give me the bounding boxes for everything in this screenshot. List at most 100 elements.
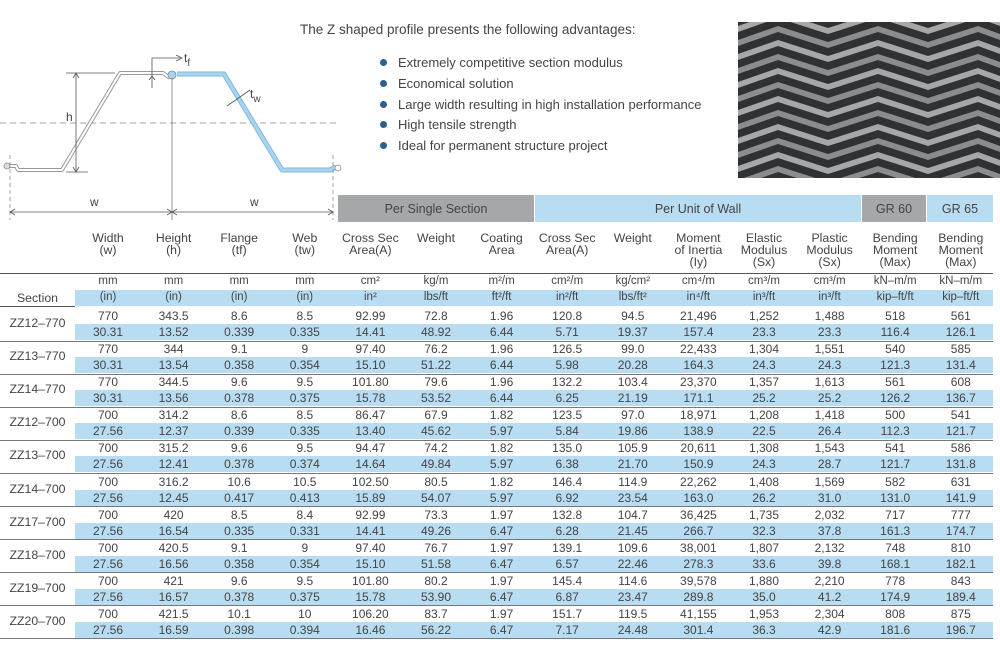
cell-imperial: 0.354 — [289, 358, 320, 373]
cell-imperial: 0.358 — [224, 358, 255, 373]
row-stripe — [75, 324, 993, 340]
cell-imperial: 174.7 — [945, 523, 976, 538]
cell-imperial: 164.3 — [683, 358, 714, 373]
tw-label: t — [250, 87, 254, 101]
column-header: Coating Area — [469, 232, 535, 256]
unit-imperial: kip–ft/ft — [942, 291, 980, 303]
cell-imperial: 16.56 — [158, 556, 189, 571]
cell-metric: 717 — [885, 507, 906, 522]
unit-imperial: (in) — [230, 291, 248, 303]
column-header-line: Plastic — [811, 231, 848, 245]
column-header: Bending Moment (Max) — [862, 232, 928, 268]
unit-imperial: in⁴/ft — [686, 291, 711, 303]
unit-metric: mm — [98, 275, 118, 287]
cell-metric: 114.9 — [618, 474, 648, 489]
cell-imperial: 131.4 — [945, 358, 976, 373]
cell-imperial: 6.57 — [555, 556, 579, 571]
cell-metric: 18,971 — [680, 408, 717, 423]
column-header-line: Weight — [416, 231, 456, 245]
advantage-text: Ideal for permanent structure project — [398, 138, 608, 153]
advantage-item: Large width resulting in high installati… — [380, 97, 702, 112]
cell-metric: 8.4 — [296, 507, 314, 522]
column-header: Web (tw) — [272, 232, 338, 256]
column-header-line: (Max) — [879, 255, 911, 269]
cell-metric: 518 — [885, 309, 906, 323]
cell-imperial: 14.64 — [355, 457, 386, 472]
column-header: Plastic Modulus (Sx) — [797, 232, 863, 268]
cell-metric: 582 — [885, 474, 906, 489]
cell-metric: 151.7 — [552, 606, 583, 621]
cell-imperial: 54.07 — [420, 490, 452, 505]
group-per-single-section: Per Single Section — [338, 195, 534, 222]
cell-metric: 1.96 — [489, 342, 514, 357]
cell-metric: 97.40 — [355, 342, 386, 357]
cell-imperial: 21.45 — [617, 523, 648, 538]
group-gr60: GR 60 — [862, 195, 926, 222]
column-header-line: (Sx) — [752, 255, 776, 269]
sheet-pile-strip — [738, 110, 1000, 132]
cell-imperial: 13.40 — [355, 424, 386, 439]
cell-metric: 1,807 — [748, 540, 780, 555]
cell-metric: 875 — [950, 606, 971, 621]
cell-imperial: 6.44 — [489, 391, 514, 406]
cell-metric: 778 — [885, 573, 906, 588]
column-header-line: (Sx) — [818, 255, 841, 269]
cell-imperial: 51.58 — [420, 556, 452, 571]
column-header-line: Area(A) — [546, 243, 589, 257]
cell-imperial: 0.358 — [224, 556, 255, 571]
cell-imperial: 15.10 — [355, 358, 386, 373]
cell-imperial: 49.84 — [420, 457, 452, 472]
unit-imperial: kip–ft/ft — [876, 291, 914, 303]
cell-imperial: 5.84 — [555, 424, 579, 439]
row-divider — [0, 373, 993, 375]
cell-imperial: 15.78 — [355, 391, 386, 406]
cell-imperial: 25.2 — [817, 391, 842, 406]
cell-imperial: 48.92 — [420, 325, 452, 339]
column-header-line: Width — [92, 231, 124, 245]
cell-metric: 9 — [301, 540, 309, 555]
column-header: Elastic Modulus (Sx) — [731, 232, 797, 268]
cell-imperial: 0.354 — [289, 556, 320, 571]
bullet-icon — [380, 80, 387, 88]
cell-metric: 9.6 — [230, 441, 248, 456]
cell-metric: 344 — [163, 342, 184, 357]
cell-metric: 808 — [885, 606, 906, 621]
unit-metric: kg/cm² — [615, 275, 651, 287]
cell-metric: 10 — [298, 606, 312, 621]
cell-metric: 106.20 — [352, 606, 389, 621]
sheet-pile-strip — [738, 26, 1000, 48]
header-divider — [0, 273, 993, 274]
cell-metric: 1.97 — [489, 606, 514, 621]
column-header-line: Flange — [220, 231, 258, 245]
cell-imperial: 39.8 — [817, 556, 842, 571]
cell-imperial: 27.56 — [92, 523, 124, 538]
cell-metric: 8.5 — [296, 309, 314, 323]
cell-metric: 83.7 — [424, 606, 448, 621]
cell-imperial: 13.54 — [158, 358, 189, 373]
section-name: ZZ13–770 — [9, 349, 66, 364]
cell-imperial: 266.7 — [683, 523, 714, 538]
cell-metric: 103.4 — [617, 375, 648, 390]
unit-metric: cm² — [360, 275, 380, 287]
cell-imperial: 14.41 — [355, 523, 386, 538]
unit-imperial: in³/ft — [752, 291, 776, 303]
unit-imperial: (in) — [165, 291, 182, 303]
cell-metric: 120.8 — [552, 309, 583, 323]
cell-imperial: 16.54 — [158, 523, 189, 538]
column-header-line: Moment — [872, 243, 918, 257]
tf-sub: f — [187, 58, 190, 69]
cell-imperial: 56.22 — [420, 622, 452, 637]
cell-metric: 1.82 — [489, 441, 514, 456]
column-header-line: (h) — [166, 243, 182, 257]
sheet-pile-strip — [738, 22, 1000, 34]
cell-imperial: 171.1 — [683, 391, 714, 406]
cell-imperial: 36.3 — [752, 622, 776, 637]
cell-imperial: 23.54 — [617, 490, 648, 505]
cell-imperial: 6.38 — [555, 457, 579, 472]
cell-metric: 314.2 — [158, 408, 189, 423]
cell-metric: 8.5 — [296, 408, 314, 423]
intro-heading: The Z shaped profile presents the follow… — [300, 22, 636, 37]
cell-imperial: 168.1 — [880, 556, 911, 571]
column-header-line: Area — [488, 243, 515, 257]
cell-imperial: 12.37 — [158, 424, 189, 439]
